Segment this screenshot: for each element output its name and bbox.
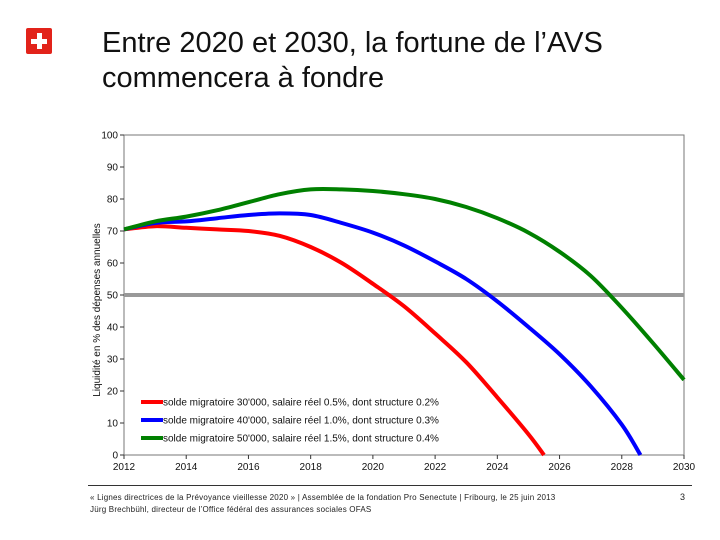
- x-tick-label: 2014: [175, 462, 198, 473]
- x-tick-label: 2018: [300, 462, 323, 473]
- x-tick-label: 2012: [113, 462, 136, 473]
- x-tick-label: 2024: [486, 462, 509, 473]
- series-line-1: [123, 224, 546, 457]
- y-tick-label: 30: [107, 355, 119, 366]
- y-tick-label: 90: [107, 163, 119, 174]
- y-tick-label: 50: [107, 291, 119, 302]
- x-tick-label: 2028: [611, 462, 634, 473]
- x-tick-label: 2026: [548, 462, 571, 473]
- swiss-cross-logo: [26, 28, 52, 54]
- y-tick-label: 80: [107, 195, 119, 206]
- page-number: 3: [680, 492, 686, 502]
- series-line-3: [123, 186, 686, 382]
- y-tick-label: 40: [107, 323, 119, 334]
- y-tick-label: 20: [107, 387, 119, 398]
- title-line-2: commencera à fondre: [102, 62, 385, 94]
- title-line-1: Entre 2020 et 2030, la fortune de l’AVS: [102, 27, 603, 59]
- y-tick-label: 100: [101, 131, 118, 142]
- series-line-2: [123, 211, 643, 457]
- x-tick-label: 2020: [362, 462, 385, 473]
- y-tick-label: 60: [107, 259, 119, 270]
- y-tick-label: 10: [107, 419, 119, 430]
- y-axis-label: Liquidité en % des dépenses annuelles: [92, 223, 103, 396]
- y-tick-label: 0: [112, 451, 118, 462]
- y-tick-label: 70: [107, 227, 119, 238]
- x-tick-label: 2022: [424, 462, 447, 473]
- x-tick-label: 2016: [237, 462, 260, 473]
- legend-label-1: solde migratoire 30'000, salaire réel 0.…: [163, 398, 439, 409]
- footer-divider: [88, 485, 692, 486]
- footer: « Lignes directrices de la Prévoyance vi…: [90, 492, 650, 516]
- x-tick-label: 2030: [673, 462, 696, 473]
- legend-label-2: solde migratoire 40'000, salaire réel 1.…: [163, 416, 439, 427]
- footer-line-1: « Lignes directrices de la Prévoyance vi…: [90, 493, 556, 502]
- legend-label-3: solde migratoire 50'000, salaire réel 1.…: [163, 434, 439, 445]
- footer-line-2: Jürg Brechbühl, directeur de l’Office fé…: [90, 505, 372, 514]
- slide-title: Entre 2020 et 2030, la fortune de l’AVS …: [102, 26, 702, 96]
